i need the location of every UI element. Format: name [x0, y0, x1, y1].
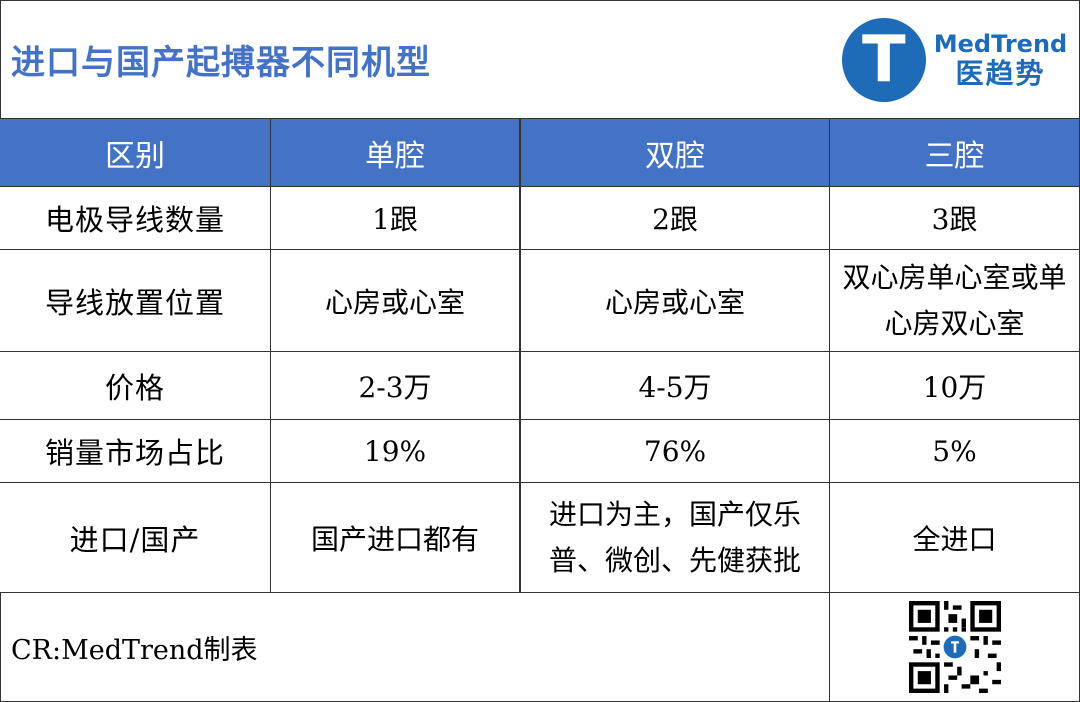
table-cell: 4-5万 — [520, 352, 830, 420]
row-label: 电极导线数量 — [0, 187, 271, 250]
table-cell: 76% — [520, 420, 830, 483]
table-cell: 3跟 — [830, 187, 1080, 250]
logo-en-text: MedTrend — [933, 29, 1068, 58]
table-cell: 5% — [830, 420, 1080, 483]
header-cell-single: 单腔 — [271, 119, 520, 187]
header-cell-difference: 区别 — [0, 119, 271, 187]
medtrend-logo: T MedTrend 医趋势 — [841, 17, 1068, 102]
qr-code-icon — [908, 601, 1001, 693]
logo-cell: T MedTrend 医趋势 — [830, 0, 1080, 119]
table-cell: 双心房单心室或单心房双心室 — [830, 250, 1080, 352]
header-cell-dual: 双腔 — [520, 119, 830, 187]
table-cell: 心房或心室 — [271, 250, 520, 352]
credit-text: CR:MedTrend制表 — [0, 593, 830, 702]
row-label: 价格 — [0, 352, 271, 420]
table-cell: 2-3万 — [271, 352, 520, 420]
logo-mark-icon: T — [841, 17, 926, 102]
header-cell-triple: 三腔 — [830, 119, 1080, 187]
table-cell: 2跟 — [520, 187, 830, 250]
table-cell: 国产进口都有 — [271, 483, 520, 593]
table-cell: 进口为主，国产仅乐普、微创、先健获批 — [520, 483, 830, 593]
table-cell: 10万 — [830, 352, 1080, 420]
qr-cell — [830, 593, 1080, 702]
table-cell: 1跟 — [271, 187, 520, 250]
row-label: 进口/国产 — [0, 483, 271, 593]
title-cell: 进口与国产起搏器不同机型 — [0, 0, 830, 119]
row-label: 导线放置位置 — [0, 250, 271, 352]
table-cell: 19% — [271, 420, 520, 483]
table-cell: 心房或心室 — [520, 250, 830, 352]
table-cell: 全进口 — [830, 483, 1080, 593]
page-title: 进口与国产起搏器不同机型 — [11, 43, 431, 83]
logo-cn-text: 医趋势 — [955, 56, 1046, 90]
row-label: 销量市场占比 — [0, 420, 271, 483]
